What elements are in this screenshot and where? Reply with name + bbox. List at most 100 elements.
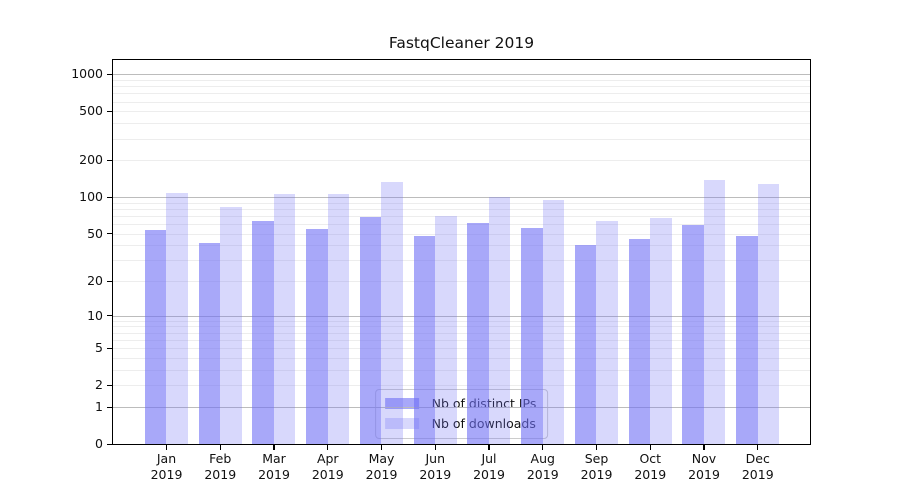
minor-gridline bbox=[113, 233, 810, 235]
y-tick-mark bbox=[107, 73, 113, 76]
bar-feb-downloads bbox=[220, 207, 242, 444]
minor-gridline bbox=[113, 260, 810, 262]
x-tick-label: Jan 2019 bbox=[135, 451, 199, 483]
x-tick-label: Nov 2019 bbox=[672, 451, 736, 483]
x-tick-month: Jan bbox=[156, 451, 177, 466]
bar-jun-downloads bbox=[435, 215, 457, 444]
minor-gridline bbox=[113, 326, 810, 328]
x-tick-label: Apr 2019 bbox=[296, 451, 360, 483]
major-gridline bbox=[113, 406, 810, 408]
bar-feb-distinct-ips bbox=[198, 242, 221, 444]
x-tick-mark bbox=[542, 444, 544, 450]
plot-area: Nb of distinct IPs Nb of downloads bbox=[112, 59, 811, 445]
x-tick-mark bbox=[649, 444, 651, 450]
legend: Nb of distinct IPs Nb of downloads bbox=[374, 389, 549, 439]
x-tick-month: Jun bbox=[425, 451, 446, 466]
x-tick-month: Mar bbox=[262, 451, 286, 466]
minor-gridline bbox=[113, 281, 810, 283]
x-tick-label: Feb 2019 bbox=[188, 451, 252, 483]
x-tick-label: Dec 2019 bbox=[726, 451, 790, 483]
bar-apr-downloads bbox=[327, 193, 350, 444]
bar-mar-downloads bbox=[273, 193, 296, 444]
x-tick-mark bbox=[434, 444, 436, 450]
x-tick-mark bbox=[488, 444, 490, 450]
y-tick-mark bbox=[107, 280, 113, 282]
minor-gridline bbox=[113, 208, 810, 210]
bar-nov-distinct-ips bbox=[682, 224, 704, 444]
chart-title: FastqCleaner 2019 bbox=[388, 34, 535, 52]
bar-aug-downloads bbox=[542, 200, 565, 444]
minor-gridline bbox=[113, 348, 810, 350]
bar-jan-distinct-ips bbox=[144, 229, 167, 444]
minor-gridline bbox=[113, 245, 810, 247]
y-tick-mark bbox=[107, 159, 113, 161]
minor-gridline bbox=[113, 223, 810, 225]
legend-item: Nb of distinct IPs bbox=[384, 396, 536, 411]
x-tick-month: Jul bbox=[481, 451, 497, 466]
y-tick-label: 500 bbox=[79, 103, 103, 119]
x-tick-year: 2019 bbox=[580, 467, 613, 482]
x-tick-month: Nov bbox=[691, 451, 717, 466]
legend-swatch-downloads bbox=[384, 418, 419, 429]
x-tick-mark bbox=[273, 444, 275, 450]
x-tick-year: 2019 bbox=[473, 467, 505, 482]
x-tick-month: May bbox=[368, 451, 395, 466]
bar-dec-distinct-ips bbox=[736, 235, 758, 444]
bar-nov-downloads bbox=[703, 179, 726, 444]
bar-mar-distinct-ips bbox=[252, 221, 274, 444]
x-tick-year: 2019 bbox=[741, 467, 774, 482]
bar-dec-downloads bbox=[757, 183, 780, 444]
x-tick-year: 2019 bbox=[150, 467, 183, 482]
x-tick-mark bbox=[757, 444, 759, 450]
minor-gridline bbox=[113, 101, 810, 103]
x-tick-year: 2019 bbox=[688, 467, 720, 482]
x-tick-label: Aug 2019 bbox=[511, 451, 575, 483]
bar-sep-distinct-ips bbox=[574, 245, 597, 444]
x-tick-month: Oct bbox=[639, 451, 662, 466]
x-tick-mark bbox=[703, 444, 705, 450]
y-tick-mark bbox=[107, 406, 113, 408]
y-tick-mark bbox=[107, 110, 113, 113]
minor-gridline bbox=[113, 385, 810, 387]
x-tick-label: Mar 2019 bbox=[242, 451, 306, 483]
x-tick-year: 2019 bbox=[258, 467, 290, 482]
x-tick-mark bbox=[327, 444, 329, 450]
minor-gridline bbox=[113, 111, 810, 113]
legend-item: Nb of downloads bbox=[384, 416, 537, 431]
major-gridline bbox=[113, 315, 810, 317]
minor-gridline bbox=[113, 332, 810, 334]
minor-gridline bbox=[113, 160, 810, 162]
x-tick-year: 2019 bbox=[204, 467, 237, 482]
x-tick-label: Sep 2019 bbox=[565, 451, 629, 483]
legend-swatch-distinct-ips bbox=[384, 398, 419, 409]
minor-gridline bbox=[113, 339, 810, 341]
y-tick-label: 1 bbox=[95, 399, 103, 415]
x-tick-mark bbox=[219, 444, 221, 450]
y-tick-mark bbox=[107, 347, 113, 349]
x-tick-year: 2019 bbox=[311, 467, 344, 482]
x-tick-month: Feb bbox=[209, 451, 232, 466]
x-tick-label: Jun 2019 bbox=[403, 451, 467, 483]
x-tick-month: Aug bbox=[530, 451, 555, 466]
x-tick-month: Dec bbox=[745, 451, 770, 466]
minor-gridline bbox=[113, 79, 810, 81]
y-tick-label: 200 bbox=[79, 152, 103, 168]
bar-may-downloads bbox=[381, 182, 403, 444]
x-tick-year: 2019 bbox=[365, 467, 398, 482]
y-tick-label: 20 bbox=[87, 273, 103, 289]
y-tick-mark bbox=[107, 196, 113, 198]
bar-aug-distinct-ips bbox=[521, 227, 543, 444]
y-tick-mark bbox=[107, 233, 113, 235]
bar-oct-downloads bbox=[650, 218, 672, 444]
x-tick-year: 2019 bbox=[419, 467, 452, 482]
minor-gridline bbox=[113, 93, 810, 95]
bar-jul-downloads bbox=[488, 196, 511, 444]
x-tick-year: 2019 bbox=[526, 467, 559, 482]
y-tick-label: 10 bbox=[87, 307, 103, 323]
bar-may-distinct-ips bbox=[359, 216, 382, 444]
x-tick-year: 2019 bbox=[634, 467, 667, 482]
y-tick-label: 1000 bbox=[71, 66, 103, 82]
x-tick-month: Apr bbox=[316, 451, 339, 466]
x-tick-mark bbox=[165, 444, 168, 450]
